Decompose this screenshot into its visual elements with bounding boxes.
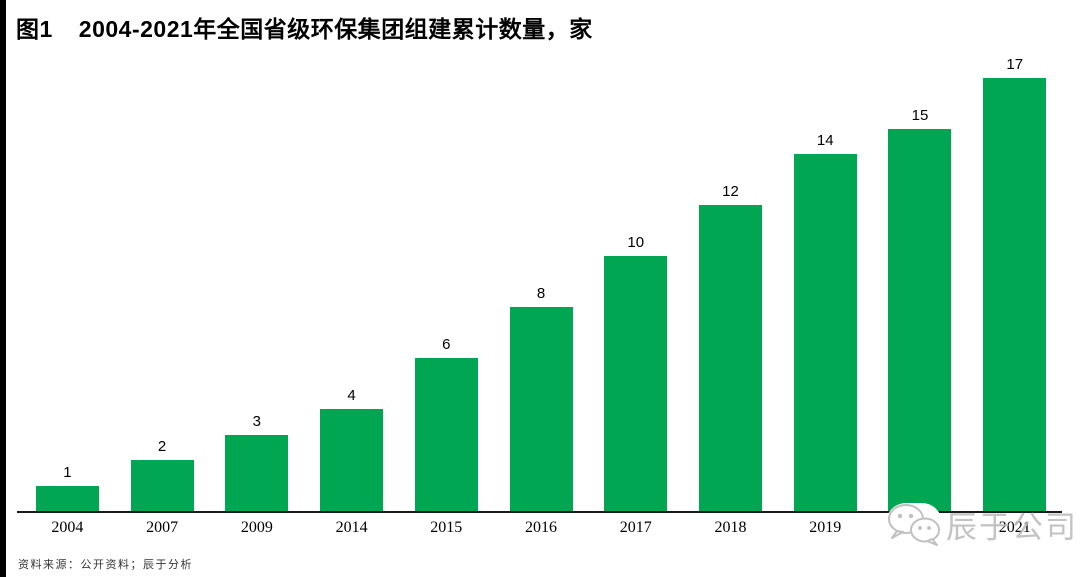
bar-slot-2019: 14 — [778, 132, 873, 511]
bars-area: 1 2 3 4 6 8 10 12 14 15 17 — [20, 0, 1062, 511]
x-tick-label-2015: 2015 — [430, 519, 463, 536]
bar-2016 — [509, 307, 573, 511]
bar-slot-2007: 2 — [115, 438, 210, 511]
bar-2019 — [793, 154, 857, 511]
x-tick-label-2016: 2016 — [525, 519, 558, 536]
bar-slot-2020: 15 — [873, 107, 968, 511]
bar-value-label-2009: 3 — [252, 413, 261, 430]
x-axis-line — [17, 511, 1062, 513]
bar-2009 — [225, 435, 289, 511]
source-note: 资料来源：公开资料；辰于分析 — [18, 559, 193, 571]
left-border-strip — [0, 0, 6, 577]
bar-slot-2014: 4 — [304, 387, 399, 511]
bar-slot-2021: 17 — [967, 56, 1062, 511]
bar-value-label-2019: 14 — [816, 132, 834, 149]
chart-title-text: 2004-2021年全国省级环保集团组建累计数量，家 — [78, 16, 593, 42]
bar-value-label-2004: 1 — [63, 464, 72, 481]
x-tick-label-2019: 2019 — [809, 519, 842, 536]
x-tick-label-2021: 2021 — [998, 519, 1031, 536]
bar-2018 — [699, 205, 762, 511]
bar-2017 — [604, 256, 668, 511]
x-tick-label-2007: 2007 — [146, 519, 179, 536]
bar-value-label-2021: 17 — [1006, 56, 1024, 73]
bar-2004 — [35, 486, 99, 511]
watermark: 辰于公司 — [884, 501, 1078, 548]
x-tick-label-2014: 2014 — [335, 519, 368, 536]
x-tick-label-2004: 2004 — [51, 519, 84, 536]
bar-value-label-2018: 12 — [722, 183, 739, 200]
bar-slot-2015: 6 — [399, 336, 494, 511]
bar-2020 — [888, 129, 952, 511]
bar-value-label-2015: 6 — [442, 336, 451, 353]
watermark-text: 辰于公司 — [946, 510, 1078, 545]
x-tick-label-2018: 2018 — [714, 519, 747, 536]
bar-2015 — [414, 358, 478, 511]
figure-label: 图1 — [16, 16, 53, 42]
bar-chart: 1 2 3 4 6 8 10 12 14 15 17 2004 2007 2009 2014 2015 201… — [17, 0, 1062, 577]
bar-slot-2018: 12 — [683, 183, 778, 511]
bar-2007 — [130, 460, 194, 511]
bar-slot-2009: 3 — [209, 413, 304, 511]
chart-title: 图1 2004-2021年全国省级环保集团组建累计数量，家 — [16, 10, 593, 44]
bar-slot-2004: 1 — [20, 464, 115, 511]
bar-2021 — [983, 78, 1047, 511]
wechat-icon — [886, 503, 942, 546]
x-tick-label-2009: 2009 — [240, 519, 273, 536]
bar-value-label-2016: 8 — [536, 285, 546, 302]
bar-value-label-2020: 15 — [911, 107, 929, 124]
bar-value-label-2007: 2 — [157, 438, 167, 455]
bar-slot-2017: 10 — [588, 234, 683, 511]
bar-value-label-2014: 4 — [347, 387, 356, 404]
bar-2014 — [320, 409, 384, 511]
bar-value-label-2017: 10 — [627, 234, 645, 251]
bar-slot-2016: 8 — [494, 285, 589, 511]
x-tick-label-2017: 2017 — [619, 519, 652, 536]
